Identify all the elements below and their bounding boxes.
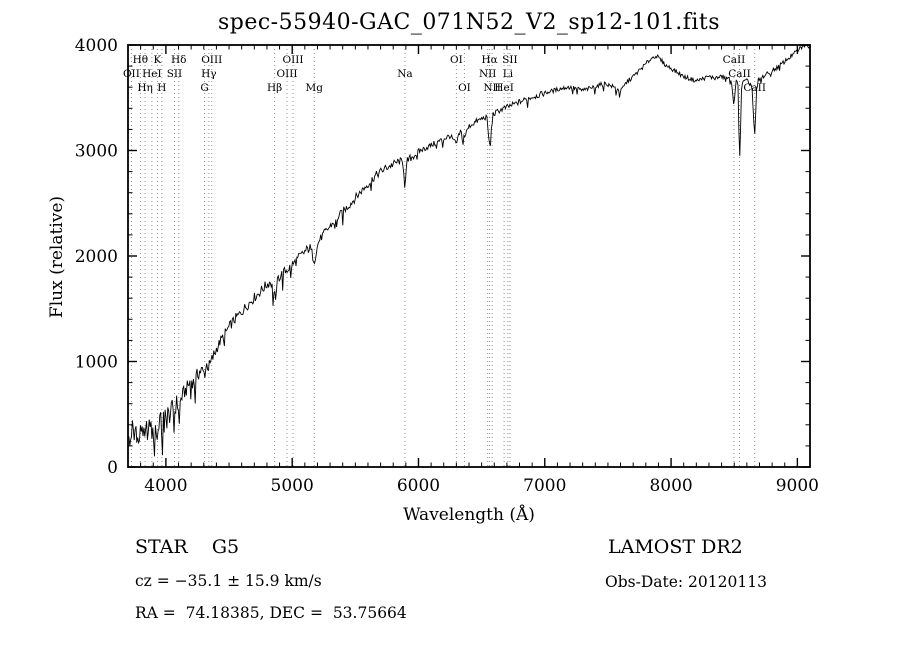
plot-title: spec-55940-GAC_071N52_V2_sp12-101.fits — [217, 10, 721, 35]
svg-text:Hη: Hη — [137, 82, 152, 94]
y-ticks: 0 1000 2000 3000 4000 — [75, 36, 810, 478]
svg-text:G: G — [200, 82, 208, 94]
svg-text:5000: 5000 — [271, 476, 314, 496]
svg-text:6000: 6000 — [397, 476, 440, 496]
svg-text:SII: SII — [167, 68, 183, 80]
svg-text:SII: SII — [502, 54, 518, 66]
x-ticks: 4000 5000 6000 7000 8000 9000 — [127, 45, 819, 496]
svg-text:OI: OI — [458, 82, 471, 94]
survey-label: LAMOST DR2 — [608, 536, 743, 558]
spectral-line-markers — [130, 45, 756, 467]
svg-text:CaII: CaII — [743, 82, 766, 94]
svg-text:OIII: OIII — [201, 54, 222, 66]
x-axis-label: Wavelength (Å) — [403, 505, 535, 525]
svg-text:1000: 1000 — [75, 353, 118, 373]
ra-dec-value: RA = 74.18385, DEC = 53.75664 — [135, 604, 407, 622]
svg-text:9000: 9000 — [776, 476, 819, 496]
svg-text:NII: NII — [483, 82, 500, 94]
svg-text:CaII: CaII — [728, 68, 751, 80]
svg-text:2000: 2000 — [75, 247, 118, 267]
svg-text:OII: OII — [123, 68, 140, 80]
svg-text:OIII: OIII — [283, 54, 304, 66]
svg-text:Hθ: Hθ — [133, 54, 148, 66]
cz-value: cz = −35.1 ± 15.9 km/s — [135, 572, 322, 590]
svg-text:8000: 8000 — [649, 476, 692, 496]
svg-text:H: H — [157, 82, 166, 94]
svg-text:HeI: HeI — [142, 68, 162, 80]
svg-text:Hβ: Hβ — [267, 82, 282, 94]
svg-text:K: K — [153, 54, 161, 66]
svg-text:Hγ: Hγ — [201, 68, 216, 80]
svg-text:HeI: HeI — [494, 82, 514, 94]
svg-text:Na: Na — [397, 68, 412, 80]
svg-text:OI: OI — [450, 54, 463, 66]
svg-text:CaII: CaII — [723, 54, 746, 66]
svg-text:3000: 3000 — [75, 142, 118, 162]
svg-text:4000: 4000 — [144, 476, 187, 496]
svg-text:Hδ: Hδ — [171, 54, 186, 66]
svg-text:Li: Li — [503, 68, 514, 80]
axis-frame — [127, 44, 811, 468]
obs-date-value: Obs-Date: 20120113 — [605, 573, 767, 591]
svg-text:OIII: OIII — [276, 68, 297, 80]
svg-text:Mg: Mg — [306, 82, 324, 94]
svg-text:0: 0 — [107, 458, 118, 478]
svg-text:7000: 7000 — [523, 476, 566, 496]
svg-text:4000: 4000 — [75, 36, 118, 56]
object-class-label: STAR G5 — [135, 536, 240, 558]
svg-text:Hα: Hα — [481, 54, 497, 66]
y-axis-label: Flux (relative) — [47, 195, 67, 319]
svg-text:NII: NII — [479, 68, 496, 80]
spectrum-trace — [127, 44, 810, 457]
